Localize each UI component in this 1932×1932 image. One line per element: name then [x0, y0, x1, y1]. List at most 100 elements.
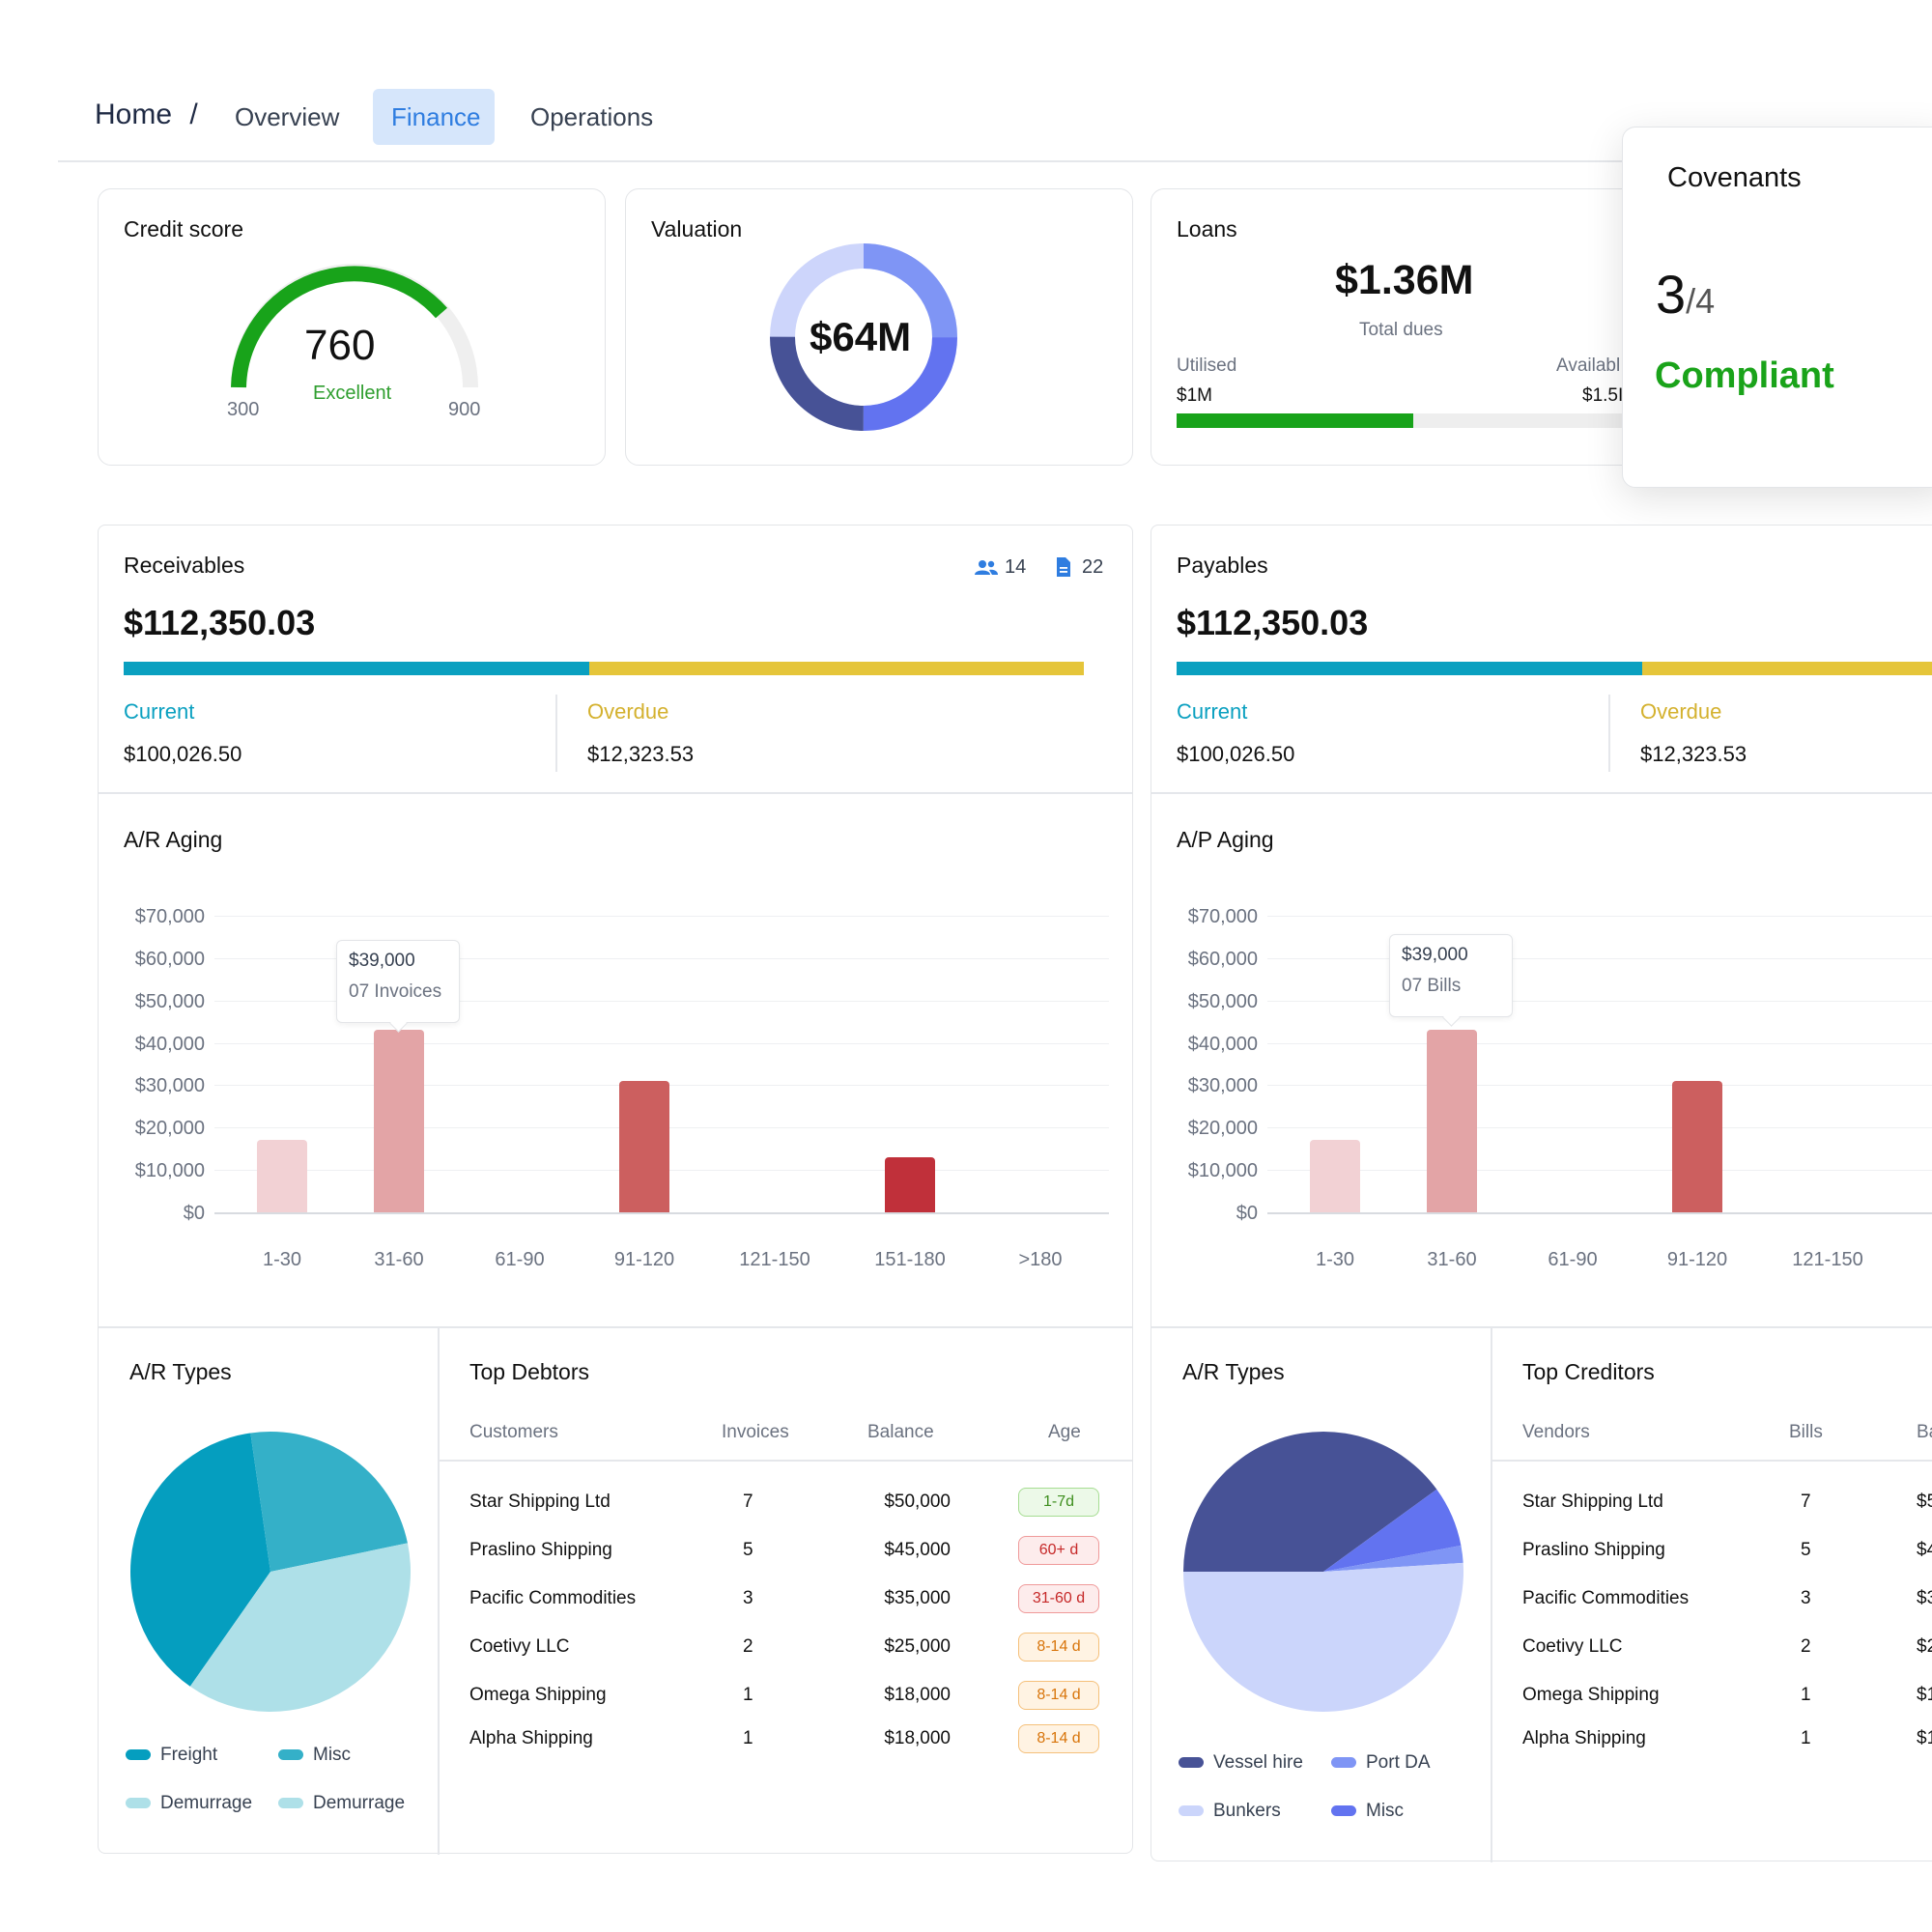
y-tick-label: $40,000: [1187, 1033, 1258, 1055]
ar-types-pie: [130, 1432, 411, 1712]
ap-types-legend-misc: Misc: [1331, 1801, 1404, 1822]
creditor-bill-count: 5: [1801, 1540, 1811, 1560]
grid-line: [214, 1212, 1109, 1214]
creditor-bill-count: 1: [1801, 1728, 1811, 1748]
loans-progress-fill: [1177, 413, 1413, 428]
breadcrumb-home[interactable]: Home /: [95, 99, 198, 131]
col-balance-creditors[interactable]: Ba: [1917, 1422, 1932, 1442]
home-link[interactable]: Home: [95, 99, 173, 130]
pie-slice-freight[interactable]: [130, 1433, 270, 1687]
credit-score-title: Credit score: [124, 216, 243, 242]
receivables-current-label: Current: [124, 699, 195, 724]
debtor-name[interactable]: Alpha Shipping: [469, 1728, 593, 1748]
aging-bar-1-30[interactable]: [257, 1140, 307, 1212]
breadcrumb-separator: /: [189, 99, 198, 130]
grid-line: [1267, 1000, 1932, 1002]
grid-line: [1267, 957, 1932, 959]
x-tick-label: 121-150: [739, 1249, 810, 1270]
aging-bar-31-60[interactable]: [1427, 1030, 1477, 1212]
loans-amount: $1.36M: [1335, 257, 1474, 303]
pie-slice-port-da[interactable]: [1323, 1489, 1462, 1572]
col-customers[interactable]: Customers: [469, 1422, 558, 1442]
legend-label: Demurrage: [160, 1793, 253, 1813]
creditor-name[interactable]: Omega Shipping: [1522, 1685, 1660, 1705]
col-invoices[interactable]: Invoices: [722, 1422, 789, 1442]
aging-bar-91-120[interactable]: [1672, 1081, 1722, 1212]
receivables-documents-count: 22: [1082, 556, 1104, 578]
debtor-balance: $45,000: [884, 1540, 951, 1560]
payables-amount: $112,350.03: [1177, 603, 1369, 642]
tab-operations[interactable]: Operations: [530, 102, 654, 131]
payables-overdue-value: $12,323.53: [1640, 742, 1747, 766]
payables-overdue-bar: [1642, 662, 1932, 675]
freight-swatch: [126, 1749, 151, 1761]
covenants-total: /4: [1686, 281, 1716, 321]
legend-label: Misc: [1366, 1801, 1405, 1821]
col-age[interactable]: Age: [1048, 1422, 1081, 1442]
pie-slice-vessel-hire[interactable]: [1183, 1432, 1437, 1572]
debtor-invoice-count: 1: [743, 1685, 753, 1705]
valuation-value: $64M: [810, 314, 912, 359]
creditor-name[interactable]: Pacific Commodities: [1522, 1588, 1690, 1608]
debtor-name[interactable]: Star Shipping Ltd: [469, 1492, 611, 1512]
credit-score-value: 760: [304, 322, 376, 369]
creditor-name[interactable]: Praslino Shipping: [1522, 1540, 1665, 1560]
x-tick-label: 1-30: [262, 1249, 302, 1270]
x-tick-label: 151-180: [874, 1249, 946, 1270]
col-vendors[interactable]: Vendors: [1522, 1422, 1590, 1442]
receivables-card: Receivables 14 22 $112,350.03 Current $1…: [98, 525, 1133, 1855]
ar-aging-title: A/R Aging: [124, 827, 223, 852]
debtor-name[interactable]: Omega Shipping: [469, 1685, 607, 1705]
credit-score-card: Credit score 760 Excellent 300 900: [98, 188, 606, 466]
ar-types-divider: [438, 1327, 440, 1855]
aging-bar-31-60[interactable]: [374, 1030, 424, 1212]
creditor-name[interactable]: Alpha Shipping: [1522, 1728, 1646, 1748]
ap-aging-tooltip-sub: 07 Bills: [1402, 976, 1462, 996]
misc-swatch: [278, 1749, 303, 1761]
grid-line: [1267, 1170, 1932, 1172]
x-tick-label: 1-30: [1315, 1249, 1355, 1270]
pie-slice-demurrage[interactable]: [189, 1543, 411, 1712]
aging-bar-151-180[interactable]: [885, 1156, 935, 1212]
loans-utilised-label: Utilised: [1177, 355, 1237, 376]
tab-finance[interactable]: Finance: [373, 89, 495, 145]
debtor-invoice-count: 3: [743, 1588, 753, 1608]
ar-aging-tooltip-value: $39,000: [349, 951, 415, 971]
creditor-name[interactable]: Star Shipping Ltd: [1522, 1492, 1663, 1512]
payables-card: Payables $112,350.03 Current $100,026.50…: [1151, 525, 1932, 1862]
loans-utilised-value: $1M: [1177, 385, 1212, 406]
debtor-balance: $25,000: [884, 1636, 951, 1657]
creditor-name[interactable]: Coetivy LLC: [1522, 1636, 1623, 1657]
demurrage-swatch: [126, 1798, 151, 1809]
debtor-age-badge: 60+ d: [1018, 1536, 1099, 1565]
valuation-donut: [770, 243, 957, 431]
creditor-balance: $1: [1917, 1685, 1932, 1705]
receivables-current-bar: [124, 662, 589, 675]
x-tick-label: 121-150: [1792, 1249, 1863, 1270]
col-balance[interactable]: Balance: [867, 1422, 934, 1442]
ap-types-legend-port-da: Port DA: [1331, 1752, 1431, 1774]
covenants-card[interactable]: Covenants 3/4 Compliant: [1622, 127, 1932, 488]
creditor-bill-count: 7: [1801, 1492, 1811, 1512]
ap-types-pie: [1183, 1432, 1463, 1713]
debtor-name[interactable]: Coetivy LLC: [469, 1636, 570, 1657]
y-tick-label: $50,000: [1187, 990, 1258, 1012]
aging-bar-1-30[interactable]: [1310, 1140, 1360, 1212]
y-tick-label: $60,000: [1187, 948, 1258, 970]
creditor-balance: $3: [1917, 1588, 1932, 1608]
pie-slice-misc[interactable]: [1323, 1545, 1463, 1572]
credit-score-max: 900: [448, 399, 481, 420]
pie-slice-misc[interactable]: [250, 1432, 408, 1572]
tab-overview[interactable]: Overview: [235, 102, 340, 131]
creditor-balance: $5: [1917, 1492, 1932, 1512]
debtor-age-badge: 8-14 d: [1018, 1724, 1099, 1753]
ap-aging-chart: $70,000 $60,000 $50,000 $40,000 $30,000 $20,0…: [1151, 854, 1932, 1270]
x-tick-label: 91-120: [613, 1249, 675, 1270]
pie-slice-bunkers[interactable]: [1183, 1562, 1463, 1713]
debtor-name[interactable]: Pacific Commodities: [469, 1588, 637, 1608]
col-bills[interactable]: Bills: [1789, 1422, 1823, 1442]
debtor-name[interactable]: Praslino Shipping: [469, 1540, 612, 1560]
x-tick-label: 61-90: [1548, 1249, 1598, 1270]
aging-bar-91-120[interactable]: [619, 1081, 669, 1212]
y-tick-label: $0: [183, 1203, 205, 1224]
